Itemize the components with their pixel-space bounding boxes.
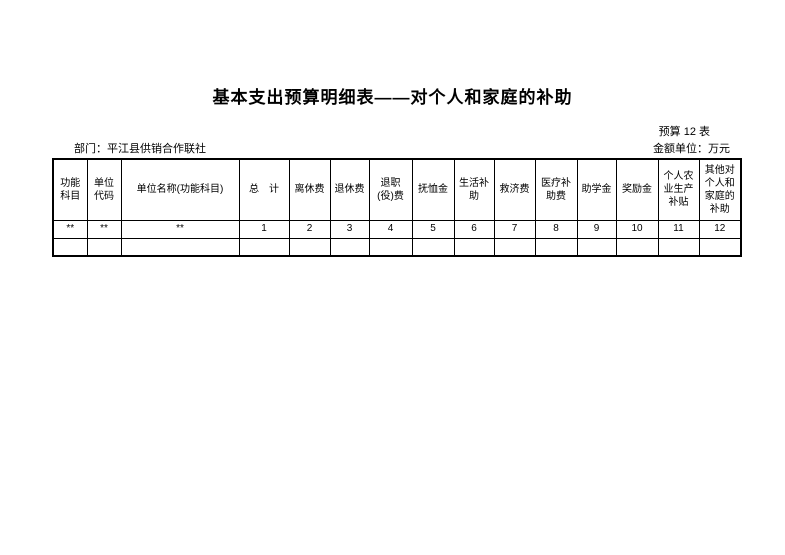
column-header: 退休费 [329, 158, 370, 221]
meta-row: 部门：平江县供销合作联社 金额单位：万元 [52, 142, 740, 157]
column-header: 功能 科目 [52, 158, 88, 221]
code-cell: 1 [238, 219, 290, 239]
code-cell: 2 [288, 219, 331, 239]
code-cell: 10 [615, 219, 659, 239]
column-header: 助学金 [576, 158, 617, 221]
data-cell [453, 237, 495, 257]
column-code-row: ** ** ** 1 2 3 4 5 6 7 8 9 10 11 12 [52, 219, 742, 239]
code-cell: ** [52, 219, 88, 239]
table-number-label: 预算 12 表 [658, 126, 710, 138]
data-cell [120, 237, 240, 257]
code-cell: 9 [576, 219, 617, 239]
column-header: 单位名称(功能科目) [120, 158, 240, 221]
data-cell [657, 237, 700, 257]
column-header: 医疗补 助费 [534, 158, 578, 221]
data-cell [238, 237, 290, 257]
code-cell: 5 [411, 219, 455, 239]
department-label: 部门：平江县供销合作联社 [74, 143, 206, 155]
data-cell [493, 237, 536, 257]
code-cell: ** [86, 219, 122, 239]
column-header: 奖励金 [615, 158, 659, 221]
column-header: 抚恤金 [411, 158, 455, 221]
code-cell: ** [120, 219, 240, 239]
code-cell: 11 [657, 219, 700, 239]
data-cell [698, 237, 742, 257]
data-cell [329, 237, 370, 257]
data-cell [86, 237, 122, 257]
code-cell: 8 [534, 219, 578, 239]
column-header: 总 计 [238, 158, 290, 221]
column-header: 个人农 业生产 补贴 [657, 158, 700, 221]
code-cell: 3 [329, 219, 370, 239]
code-cell: 6 [453, 219, 495, 239]
page-title: 基本支出预算明细表——对个人和家庭的补助 [212, 88, 573, 107]
header-row: 功能 科目 单位 代码 单位名称(功能科目) 总 计 离休费 退休费 退职 (役… [52, 158, 742, 221]
data-cell [576, 237, 617, 257]
column-header: 单位 代码 [86, 158, 122, 221]
data-cell [411, 237, 455, 257]
column-header: 生活补 助 [453, 158, 495, 221]
code-cell: 12 [698, 219, 742, 239]
column-header: 救济费 [493, 158, 536, 221]
budget-sheet: 预算 12 表 部门：平江县供销合作联社 金额单位：万元 功能 科目 单位 代码… [52, 125, 742, 257]
column-header: 其他对 个人和 家庭的 补助 [698, 158, 742, 221]
data-cell [288, 237, 331, 257]
column-header: 离休费 [288, 158, 331, 221]
amount-unit-label: 金额单位：万元 [653, 143, 730, 155]
budget-detail-table: 功能 科目 单位 代码 单位名称(功能科目) 总 计 离休费 退休费 退职 (役… [52, 158, 742, 257]
data-cell [615, 237, 659, 257]
code-cell: 7 [493, 219, 536, 239]
column-header: 退职 (役)费 [368, 158, 413, 221]
data-cell [368, 237, 413, 257]
data-cell [534, 237, 578, 257]
empty-data-row [52, 237, 742, 257]
code-cell: 4 [368, 219, 413, 239]
data-cell [52, 237, 88, 257]
